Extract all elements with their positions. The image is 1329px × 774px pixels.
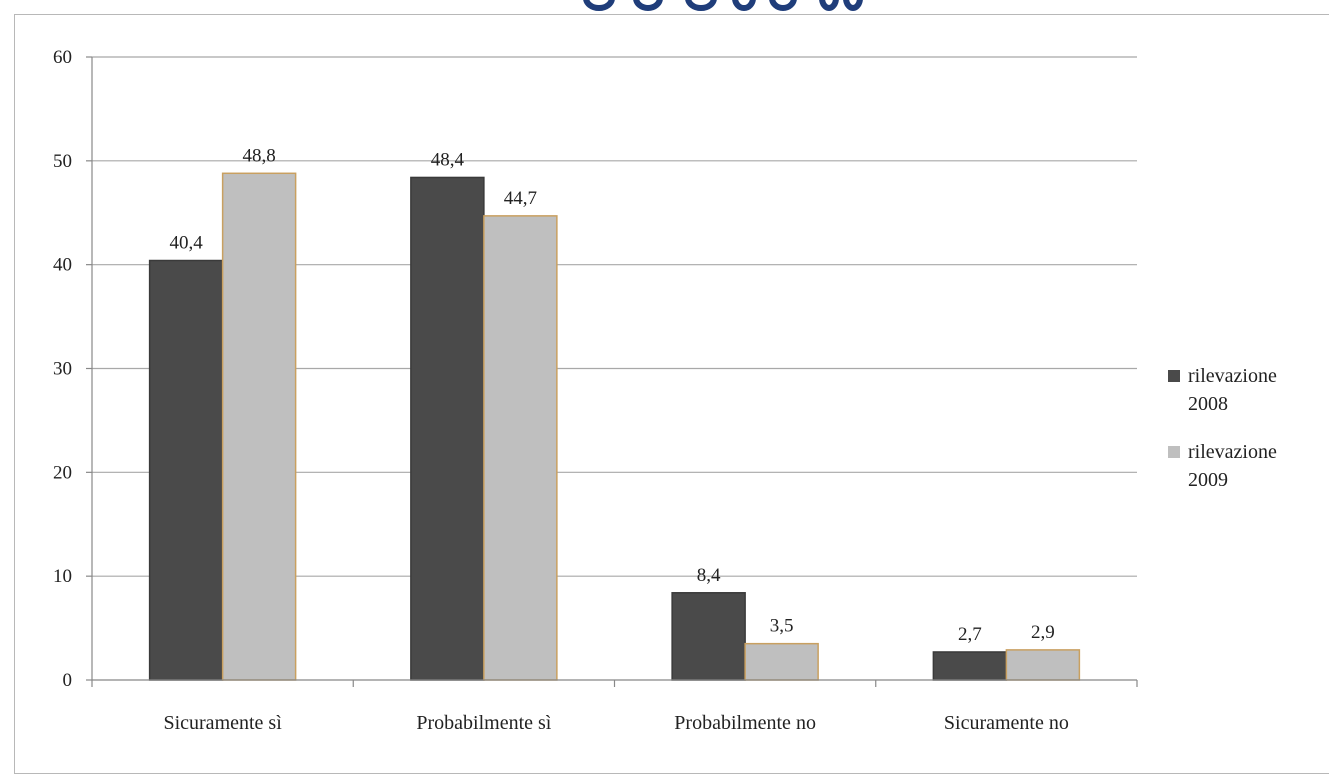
y-tick-label: 10	[53, 566, 72, 587]
data-label: 48,8	[243, 145, 276, 166]
category-label: Probabilmente sì	[416, 712, 551, 734]
cropped-title-glyphs	[583, 0, 863, 11]
bar	[221, 172, 297, 681]
data-label: 3,5	[770, 616, 794, 637]
y-tick-label: 50	[53, 151, 72, 172]
y-axis-ticks: 0 10 20 30 40 50 60	[53, 47, 93, 691]
title-glyph-fragment	[633, 0, 663, 11]
title-glyph-fragment	[769, 0, 797, 11]
cropped-title-fragment	[0, 0, 1329, 14]
data-label: 48,4	[431, 149, 465, 170]
legend-item-2008: rilevazione 2008	[1168, 362, 1328, 418]
x-axis	[91, 679, 1138, 687]
bar	[483, 215, 558, 681]
data-labels: 40,4 48,8 48,4 44,7 8,4 3,5 2,7 2,9	[170, 145, 1055, 645]
y-tick-label: 20	[53, 462, 72, 483]
category-labels: Sicuramente sì Probabilmente sì Probabilme…	[163, 712, 1068, 734]
bar-chart: 0 10 20 30 40 50 60 40,4 48,8 48,4 44,7 8,4 3,5 2,7 2…	[53, 47, 1138, 734]
legend-label-2009-line1: rilevazione	[1188, 441, 1277, 463]
y-tick-label: 60	[53, 47, 72, 68]
bar	[932, 651, 1008, 681]
title-glyph-fragment	[685, 0, 717, 11]
legend-label-2008-line2: 2008	[1188, 393, 1228, 415]
legend-label-2008-line1: rilevazione	[1188, 365, 1277, 387]
y-tick-label: 40	[53, 255, 72, 276]
bar	[1005, 649, 1081, 681]
title-glyph-fragment	[843, 0, 863, 11]
data-label: 40,4	[170, 233, 204, 254]
bars	[148, 172, 1081, 681]
category-label: Sicuramente no	[944, 712, 1069, 734]
data-label: 2,9	[1031, 622, 1055, 643]
title-glyph-fragment	[583, 0, 615, 11]
bar	[148, 259, 224, 681]
category-label: Probabilmente no	[674, 712, 816, 734]
bar	[744, 642, 819, 681]
title-glyph-fragment	[732, 0, 756, 11]
category-label: Sicuramente sì	[163, 712, 282, 734]
data-label: 8,4	[697, 565, 721, 586]
bar	[671, 592, 746, 681]
title-glyph-fragment	[819, 0, 839, 11]
y-tick-label: 30	[53, 359, 72, 380]
legend-swatch-2009	[1168, 446, 1180, 458]
bar	[410, 176, 485, 681]
y-tick-label: 0	[63, 670, 73, 691]
legend-label-2009-line2: 2009	[1188, 469, 1228, 491]
data-label: 2,7	[958, 624, 982, 645]
legend-item-2009: rilevazione 2009	[1168, 438, 1328, 494]
data-label: 44,7	[504, 188, 537, 209]
legend-swatch-2008	[1168, 370, 1180, 382]
legend: rilevazione 2008 rilevazione 2009	[1168, 362, 1328, 514]
